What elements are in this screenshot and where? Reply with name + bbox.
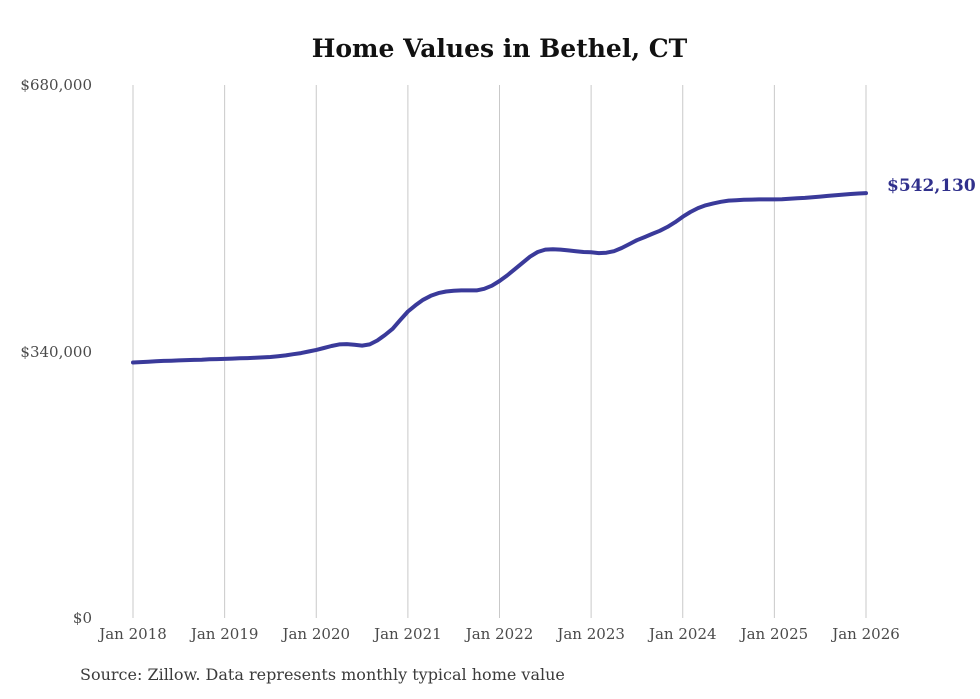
source-note: Source: Zillow. Data represents monthly … (80, 665, 565, 684)
chart-title: Home Values in Bethel, CT (311, 34, 688, 63)
x-tick-label: Jan 2023 (557, 625, 625, 643)
gridlines (132, 85, 867, 618)
y-tick-label: $340,000 (20, 342, 92, 361)
latest-value-label: $542,130 (887, 176, 976, 196)
x-tick-label: Jan 2021 (374, 625, 442, 643)
x-tick-label: Jan 2019 (190, 625, 259, 643)
y-tick-label: $0 (72, 609, 92, 627)
x-tick-label: Jan 2020 (282, 625, 351, 643)
x-tick-label: Jan 2025 (740, 625, 809, 643)
x-tick-label: Jan 2018 (99, 625, 167, 643)
x-tick-label: Jan 2026 (832, 625, 900, 643)
home-value-line (131, 191, 868, 365)
x-tick-label: Jan 2022 (465, 625, 534, 643)
y-tick-label: $680,000 (20, 76, 92, 94)
x-tick-label: Jan 2024 (648, 625, 717, 643)
